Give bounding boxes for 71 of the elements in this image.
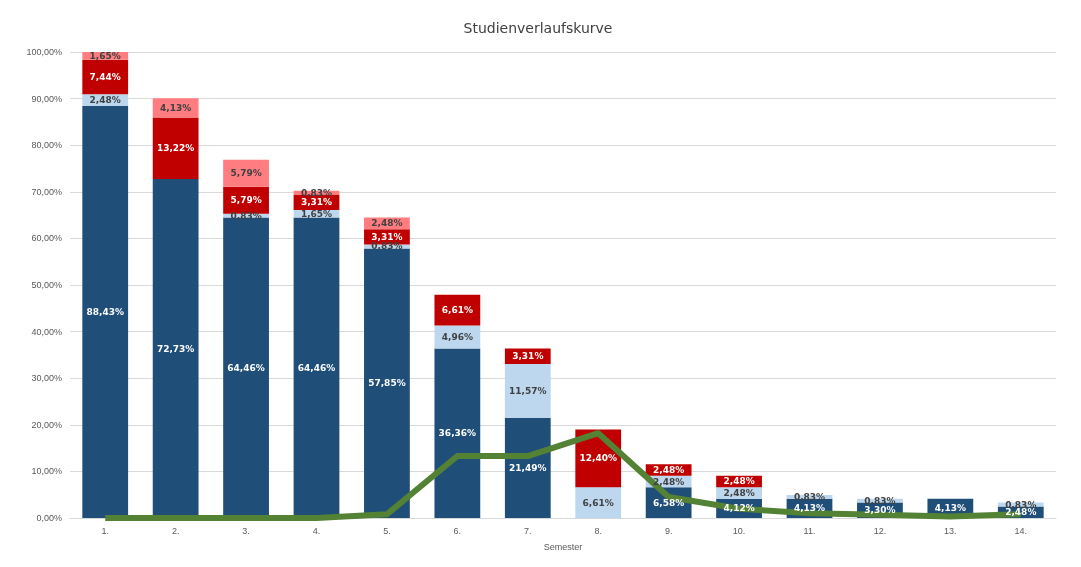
y-tick-label: 90,00%: [31, 93, 62, 104]
x-tick-label: 4.: [312, 525, 321, 536]
bar: [504, 417, 551, 518]
bar: [504, 363, 551, 418]
data-label: 12,40%: [579, 453, 617, 464]
data-label: 64,46%: [297, 362, 336, 373]
x-tick-label: 2.: [171, 525, 180, 536]
data-label: 3,31%: [512, 351, 544, 362]
x-tick-label: 14.: [1014, 525, 1028, 536]
data-label: 2,48%: [1005, 507, 1037, 518]
y-tick-label: 30,00%: [31, 373, 62, 384]
data-label: 21,49%: [509, 462, 547, 473]
y-tick-label: 70,00%: [31, 186, 62, 197]
data-label: 4,13%: [934, 503, 966, 514]
y-tick-label: 60,00%: [31, 233, 62, 244]
data-label: 3,30%: [864, 505, 896, 516]
data-label: 0,83%: [300, 187, 333, 198]
y-tick-label: 80,00%: [31, 140, 62, 151]
bar: [293, 217, 340, 518]
data-label: 5,79%: [230, 168, 262, 179]
data-label: 6,61%: [441, 305, 473, 316]
y-tick-label: 20,00%: [31, 419, 62, 430]
bar: [152, 179, 199, 518]
data-label: 1,65%: [89, 50, 121, 61]
bar: [152, 117, 199, 180]
bar: [82, 105, 129, 518]
data-label: 64,46%: [227, 362, 265, 373]
x-tick-label: 12.: [873, 525, 887, 536]
data-label: 4,12%: [723, 503, 755, 514]
data-label: 4,13%: [793, 503, 826, 514]
data-label: 6,61%: [582, 497, 614, 508]
y-tick-label: 50,00%: [31, 280, 62, 290]
y-tick-label: 0,00%: [36, 513, 62, 523]
data-label: 88,43%: [86, 306, 124, 317]
x-tick-label: 1.: [101, 525, 109, 536]
data-label: 3,31%: [371, 231, 403, 242]
data-label: 3,31%: [300, 197, 333, 208]
data-label: 0,83%: [1005, 499, 1037, 510]
data-label: 2,48%: [723, 476, 755, 487]
x-tick-label: 3.: [242, 525, 250, 536]
x-tick-label: 11.: [803, 525, 816, 536]
x-tick-label: 8.: [594, 525, 602, 536]
x-tick-label: 7.: [524, 525, 532, 536]
x-tick-label: 6.: [453, 525, 462, 536]
x-tick-label: 10.: [732, 525, 746, 536]
data-label: 4,13%: [160, 102, 192, 113]
data-label: 5,79%: [230, 195, 262, 206]
data-label: 7,44%: [89, 72, 121, 83]
data-label: 2,48%: [723, 488, 755, 499]
x-axis-title: Semester: [543, 541, 583, 552]
y-tick-label: 100,00%: [26, 47, 62, 57]
x-tick-label: 9.: [664, 525, 673, 536]
data-label: 11,57%: [509, 385, 547, 396]
data-label: 6,58%: [653, 497, 685, 508]
data-label: 2,48%: [371, 218, 403, 229]
data-label: 57,85%: [368, 378, 406, 389]
x-tick-label: 5.: [383, 525, 391, 536]
y-tick-label: 10,00%: [31, 466, 62, 477]
data-label: 2,48%: [653, 465, 685, 475]
data-label: 72,73%: [156, 343, 195, 354]
bar: [364, 248, 410, 518]
data-label: 4,96%: [441, 332, 473, 343]
data-label: 2,48%: [89, 95, 121, 106]
y-tick-label: 40,00%: [31, 326, 62, 337]
x-tick-label: 13.: [944, 525, 957, 536]
data-label: 13,22%: [156, 143, 195, 154]
bar: [575, 487, 622, 518]
data-label: 1,65%: [300, 208, 333, 219]
data-label: 36,36%: [438, 428, 477, 439]
chart-title: Studienverlaufskurve: [463, 20, 613, 36]
bar: [434, 348, 481, 518]
